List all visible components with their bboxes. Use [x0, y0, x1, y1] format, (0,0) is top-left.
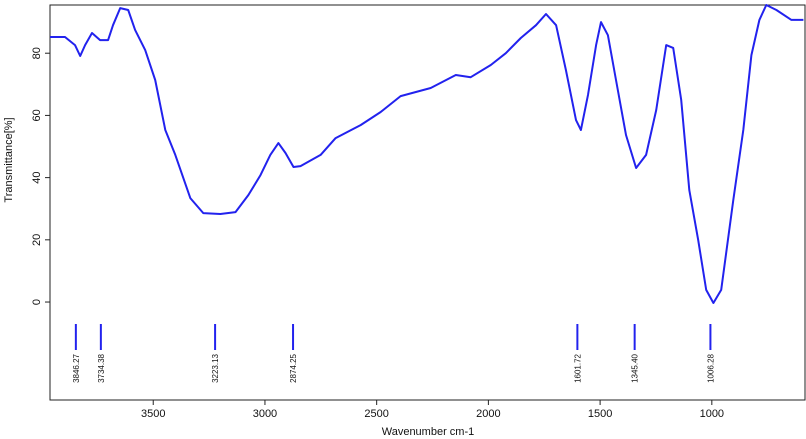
peak-label: 2874.25 — [289, 353, 298, 382]
peak-label: 3223.13 — [211, 353, 220, 382]
y-tick-label: 60 — [31, 109, 43, 121]
x-tick-label: 3000 — [253, 408, 277, 420]
x-tick-label: 3500 — [141, 408, 165, 420]
peak-label: 1345.40 — [631, 353, 640, 382]
x-axis-label: Wavenumber cm-1 — [382, 426, 475, 438]
plot-frame — [49, 4, 806, 401]
peak-label: 1006.28 — [706, 353, 715, 382]
y-tick-label: 40 — [31, 171, 43, 183]
peak-label: 3734.38 — [97, 353, 106, 382]
x-tick-label: 2500 — [364, 408, 388, 420]
x-tick-label: 2000 — [476, 408, 500, 420]
y-tick-label: 0 — [31, 299, 43, 305]
peak-label: 3846.27 — [72, 353, 81, 382]
x-tick-label: 1500 — [588, 408, 612, 420]
y-tick-label: 80 — [31, 47, 43, 59]
spectrum-line — [50, 4, 804, 304]
y-axis-label: Transmittance[%] — [3, 117, 15, 202]
x-tick-label: 1000 — [700, 408, 724, 420]
y-tick-label: 20 — [31, 234, 43, 246]
peak-label: 1601.72 — [573, 353, 582, 382]
